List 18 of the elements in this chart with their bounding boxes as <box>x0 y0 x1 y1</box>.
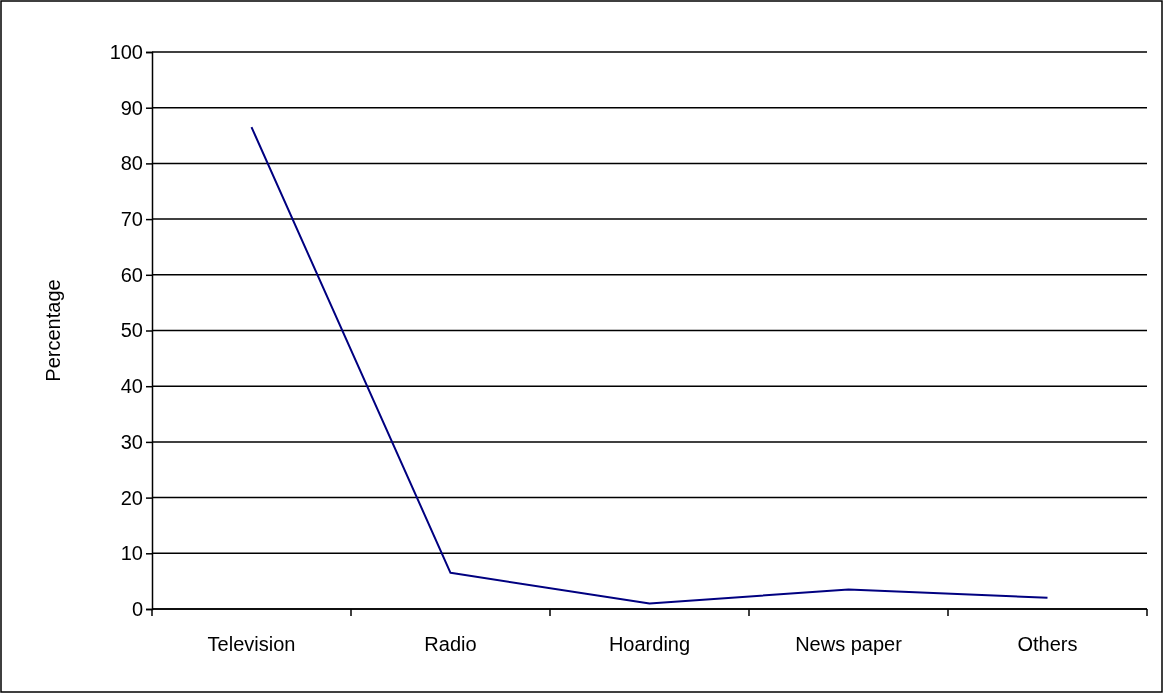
x-tick-label: Radio <box>424 633 477 655</box>
y-tick-label: 100 <box>109 40 143 63</box>
x-tick-label: News paper <box>795 633 903 655</box>
y-tick-label: 0 <box>131 597 143 620</box>
y-tick-label: 10 <box>120 542 143 565</box>
y-tick-label: 40 <box>120 375 143 398</box>
x-tick-label: Others <box>1017 633 1078 655</box>
line-series <box>250 126 1049 605</box>
x-tick-label: Television <box>207 633 296 655</box>
y-tick-label: 80 <box>120 152 143 175</box>
y-tick-label: 70 <box>120 208 143 230</box>
y-tick-label: 50 <box>120 319 143 342</box>
x-tick-label: Hoarding <box>608 633 691 655</box>
y-tick-label: 60 <box>120 263 143 286</box>
y-tick-label: 90 <box>120 96 143 119</box>
y-tick-label: 30 <box>120 430 143 453</box>
y-tick-label: 20 <box>120 486 143 509</box>
y-axis-title: Percentage <box>42 279 64 382</box>
